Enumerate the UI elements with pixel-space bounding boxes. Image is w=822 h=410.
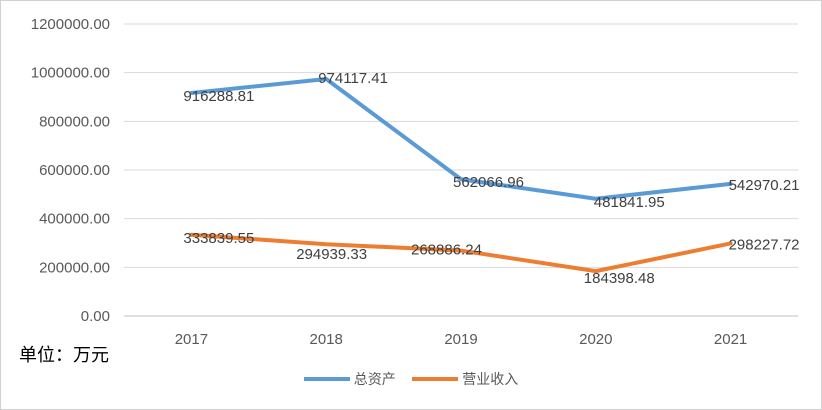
unit-label: 单位：万元 [19, 345, 109, 366]
legend-label-revenue: 营业收入 [462, 372, 519, 388]
x-tick-label: 2021 [714, 331, 747, 348]
data-label: 542970.21 [729, 177, 800, 194]
data-label: 916288.81 [183, 88, 254, 105]
legend-swatch-total-assets [303, 377, 350, 381]
y-tick-label: 400000.00 [39, 211, 110, 228]
data-label: 184398.48 [584, 270, 655, 287]
series-line-0 [189, 76, 733, 201]
x-tick-label: 2017 [175, 331, 208, 348]
data-label: 481841.95 [594, 194, 665, 211]
data-label: 333839.55 [183, 230, 254, 247]
legend-swatch-revenue [412, 377, 459, 381]
legend-item-revenue: 营业收入 [412, 369, 518, 389]
data-label: 294939.33 [296, 246, 367, 263]
y-tick-label: 200000.00 [39, 259, 110, 276]
data-label: 268886.24 [411, 242, 482, 259]
y-tick-label: 1200000.00 [31, 16, 110, 33]
legend-item-total-assets: 总资产 [303, 369, 396, 389]
data-label: 298227.72 [729, 236, 800, 253]
x-tick-label: 2019 [444, 331, 477, 348]
data-label: 562066.96 [453, 174, 524, 191]
y-tick-label: 0.00 [81, 308, 110, 325]
y-tick-label: 800000.00 [39, 113, 110, 130]
x-tick-label: 2018 [310, 331, 343, 348]
legend-label-total-assets: 总资产 [353, 372, 396, 388]
data-label: 974117.41 [318, 70, 388, 87]
y-tick-label: 600000.00 [39, 162, 110, 179]
series-line-1 [189, 232, 733, 274]
legend: 总资产 营业收入 [1, 369, 821, 389]
x-tick-label: 2020 [579, 331, 612, 348]
y-tick-label: 1000000.00 [31, 65, 110, 82]
